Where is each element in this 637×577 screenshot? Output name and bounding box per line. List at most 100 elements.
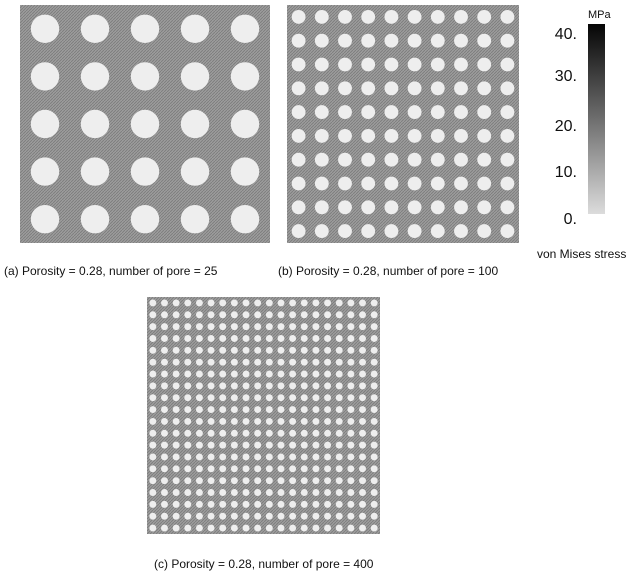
pore bbox=[265, 394, 273, 402]
pore bbox=[324, 394, 332, 402]
pore bbox=[312, 477, 320, 485]
pore bbox=[230, 429, 238, 437]
pore bbox=[289, 358, 297, 366]
pore bbox=[324, 429, 332, 437]
pore bbox=[180, 62, 210, 91]
pore bbox=[359, 465, 367, 473]
panel-a-image bbox=[20, 5, 270, 243]
pore bbox=[254, 441, 262, 449]
pore bbox=[324, 334, 332, 342]
pore bbox=[347, 334, 355, 342]
pore bbox=[370, 524, 378, 532]
colorbar-tick-40: 40. bbox=[554, 26, 577, 43]
pore bbox=[207, 429, 215, 437]
pore bbox=[477, 152, 492, 167]
pore bbox=[160, 370, 168, 378]
pore bbox=[454, 152, 468, 167]
pore bbox=[160, 441, 168, 449]
pore bbox=[500, 9, 515, 24]
colorbar-title: von Mises stress bbox=[537, 247, 627, 261]
pore bbox=[265, 334, 273, 342]
pore bbox=[219, 406, 227, 414]
pore bbox=[277, 323, 285, 331]
pore bbox=[195, 512, 203, 520]
pore bbox=[219, 358, 227, 366]
pore bbox=[242, 299, 250, 307]
pore bbox=[359, 382, 367, 390]
pore bbox=[312, 406, 320, 414]
pore bbox=[289, 477, 297, 485]
pore bbox=[277, 382, 285, 390]
pore bbox=[277, 429, 285, 437]
pore bbox=[289, 417, 297, 425]
pore bbox=[184, 429, 192, 437]
pore bbox=[370, 500, 378, 508]
pore bbox=[347, 358, 355, 366]
pore bbox=[265, 453, 273, 461]
pore bbox=[254, 311, 262, 319]
pore bbox=[335, 382, 343, 390]
pore bbox=[254, 500, 262, 508]
pore bbox=[184, 417, 192, 425]
pore bbox=[312, 441, 320, 449]
pore bbox=[324, 453, 332, 461]
pore bbox=[172, 311, 180, 319]
pore bbox=[160, 429, 168, 437]
pore bbox=[335, 429, 343, 437]
pore bbox=[230, 512, 238, 520]
pore bbox=[160, 346, 168, 354]
pore bbox=[207, 500, 215, 508]
pore bbox=[335, 489, 343, 497]
pore bbox=[300, 358, 308, 366]
pore bbox=[430, 176, 445, 191]
pore bbox=[130, 204, 160, 234]
pore bbox=[172, 406, 180, 414]
pore bbox=[160, 512, 168, 520]
pore bbox=[195, 417, 203, 425]
pore bbox=[430, 128, 445, 143]
colorbar-tick-10: 10. bbox=[554, 164, 577, 181]
pore bbox=[500, 128, 515, 143]
pore bbox=[242, 394, 250, 402]
pore bbox=[180, 14, 210, 44]
pore bbox=[335, 465, 343, 473]
pore bbox=[254, 299, 262, 307]
pore bbox=[289, 512, 297, 520]
panel-c-image bbox=[147, 297, 380, 534]
pore bbox=[314, 105, 329, 120]
pore bbox=[195, 489, 203, 497]
pore bbox=[230, 441, 238, 449]
pore bbox=[359, 512, 367, 520]
pore bbox=[219, 477, 227, 485]
pore bbox=[254, 512, 262, 520]
pore bbox=[277, 500, 285, 508]
pore bbox=[384, 224, 399, 239]
pore bbox=[230, 311, 238, 319]
pore bbox=[172, 358, 180, 366]
pore bbox=[254, 394, 262, 402]
pore bbox=[335, 524, 343, 532]
pore bbox=[291, 128, 306, 143]
pore bbox=[149, 417, 157, 425]
pore bbox=[338, 200, 352, 215]
pore bbox=[314, 176, 329, 191]
pore bbox=[335, 453, 343, 461]
pore bbox=[312, 299, 320, 307]
pore bbox=[384, 81, 399, 96]
pore bbox=[265, 346, 273, 354]
pore bbox=[30, 109, 60, 139]
pore bbox=[130, 109, 160, 139]
pore bbox=[160, 500, 168, 508]
pore bbox=[289, 394, 297, 402]
pore bbox=[172, 465, 180, 473]
pore bbox=[359, 489, 367, 497]
pore bbox=[384, 176, 399, 191]
pore bbox=[430, 57, 445, 72]
pore bbox=[277, 417, 285, 425]
pore bbox=[277, 453, 285, 461]
pore bbox=[149, 311, 157, 319]
pore bbox=[335, 441, 343, 449]
pore bbox=[314, 9, 329, 24]
pore bbox=[314, 57, 329, 72]
pore bbox=[500, 176, 515, 191]
